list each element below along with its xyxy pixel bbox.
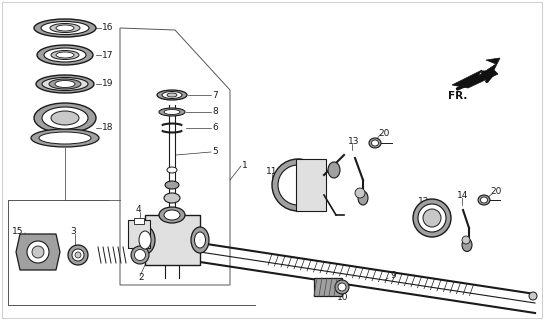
Ellipse shape	[27, 241, 49, 263]
Bar	[134, 218, 144, 224]
Ellipse shape	[139, 231, 151, 249]
Circle shape	[462, 236, 470, 244]
Ellipse shape	[37, 45, 93, 65]
Ellipse shape	[167, 93, 177, 97]
Ellipse shape	[328, 162, 340, 178]
Ellipse shape	[162, 92, 182, 99]
Ellipse shape	[50, 23, 80, 33]
Bar	[145, 215, 200, 265]
Ellipse shape	[55, 81, 75, 87]
Bar	[128, 220, 150, 248]
Ellipse shape	[31, 129, 99, 147]
Text: 18: 18	[102, 124, 114, 132]
Ellipse shape	[164, 210, 180, 220]
Ellipse shape	[49, 79, 81, 89]
Ellipse shape	[75, 252, 81, 258]
Ellipse shape	[36, 75, 94, 93]
Ellipse shape	[278, 165, 318, 205]
Ellipse shape	[159, 207, 185, 223]
Circle shape	[355, 188, 365, 198]
Ellipse shape	[423, 209, 441, 227]
Ellipse shape	[135, 226, 155, 254]
Ellipse shape	[72, 249, 84, 261]
Ellipse shape	[56, 25, 74, 31]
Polygon shape	[16, 234, 60, 270]
Text: 1: 1	[242, 161, 248, 170]
Ellipse shape	[42, 77, 88, 91]
Ellipse shape	[413, 199, 451, 237]
Ellipse shape	[159, 108, 185, 116]
Ellipse shape	[56, 52, 74, 58]
Ellipse shape	[51, 51, 79, 60]
Text: 14: 14	[457, 191, 468, 201]
Text: 16: 16	[102, 23, 114, 33]
Text: 20: 20	[378, 129, 390, 138]
Bar	[296, 159, 326, 211]
Ellipse shape	[167, 167, 177, 173]
Text: 19: 19	[102, 79, 114, 89]
Ellipse shape	[480, 197, 487, 203]
Ellipse shape	[338, 283, 346, 291]
Text: FR.: FR.	[448, 91, 467, 101]
Ellipse shape	[34, 19, 96, 37]
Ellipse shape	[68, 245, 88, 265]
Ellipse shape	[134, 250, 145, 260]
Text: 8: 8	[212, 108, 218, 116]
Text: 13: 13	[348, 138, 360, 147]
Ellipse shape	[272, 159, 324, 211]
Text: 12: 12	[418, 197, 429, 206]
Text: 4: 4	[136, 205, 141, 214]
Bar	[314, 278, 342, 296]
Text: 6: 6	[212, 124, 218, 132]
Ellipse shape	[195, 232, 206, 248]
Ellipse shape	[32, 246, 44, 258]
Ellipse shape	[369, 138, 381, 148]
Ellipse shape	[51, 111, 79, 125]
Ellipse shape	[462, 238, 472, 252]
Ellipse shape	[164, 109, 180, 115]
Ellipse shape	[42, 107, 88, 129]
Text: 20: 20	[490, 188, 502, 196]
Ellipse shape	[372, 140, 379, 146]
Text: 9: 9	[390, 271, 395, 281]
Text: 5: 5	[212, 148, 218, 156]
Ellipse shape	[41, 21, 89, 35]
Ellipse shape	[44, 48, 86, 62]
Circle shape	[529, 292, 537, 300]
Ellipse shape	[39, 132, 91, 144]
Ellipse shape	[165, 181, 179, 189]
Text: 17: 17	[102, 51, 114, 60]
Text: 2: 2	[138, 273, 144, 282]
Polygon shape	[452, 58, 500, 88]
Text: 7: 7	[212, 91, 218, 100]
Text: 10: 10	[337, 293, 349, 302]
Text: 11: 11	[266, 167, 277, 177]
Ellipse shape	[358, 191, 368, 205]
Ellipse shape	[164, 193, 180, 203]
Ellipse shape	[478, 195, 490, 205]
Ellipse shape	[418, 204, 446, 232]
Text: 3: 3	[70, 228, 76, 236]
Ellipse shape	[131, 246, 149, 264]
Text: 15: 15	[12, 228, 23, 236]
Ellipse shape	[335, 280, 349, 294]
Ellipse shape	[157, 90, 187, 100]
Ellipse shape	[191, 227, 209, 253]
Ellipse shape	[34, 103, 96, 133]
